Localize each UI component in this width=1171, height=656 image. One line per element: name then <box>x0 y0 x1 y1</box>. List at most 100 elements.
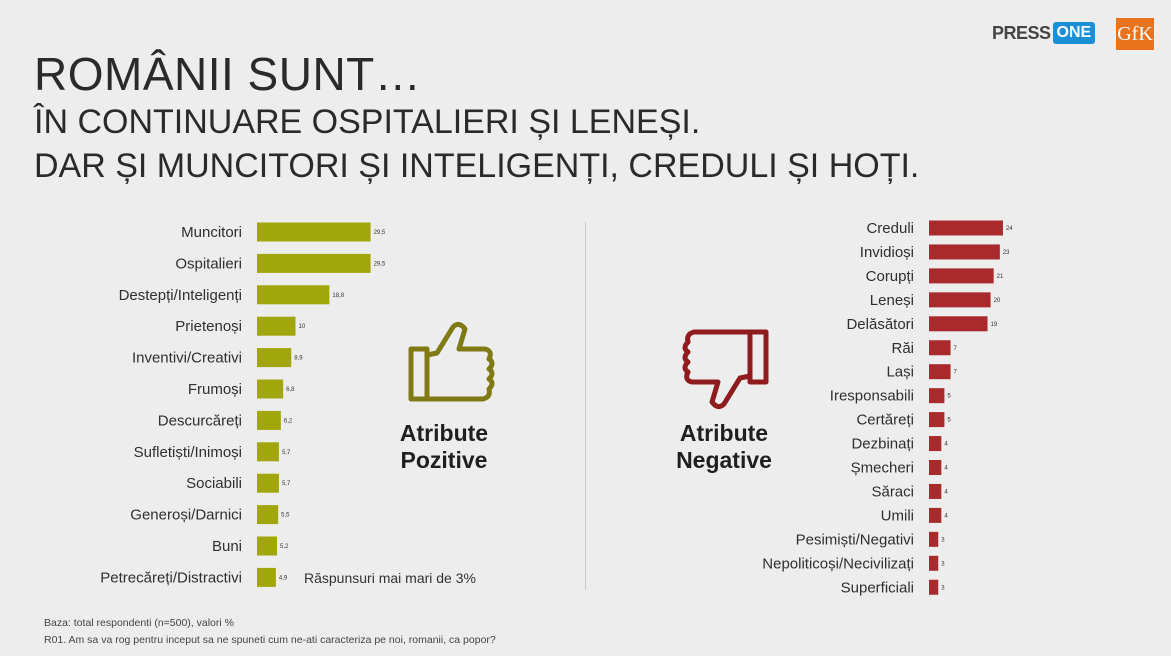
category-label: Descurcăreți <box>158 412 242 429</box>
value-label: 5,7 <box>282 481 291 487</box>
bar <box>929 316 988 332</box>
title-block: ROMÂNII SUNT… ÎN CONTINUARE OSPITALIERI … <box>34 48 919 188</box>
bar <box>929 483 942 499</box>
category-label: Prietenoși <box>175 318 242 335</box>
bar <box>257 253 371 273</box>
category-label: Delăsători <box>846 316 914 333</box>
value-label: 20 <box>994 298 1001 304</box>
bar <box>929 268 994 284</box>
positive-attributes-chart: Muncitori 29,5 Ospitalieri 29,5 Destepți/Int… <box>100 222 386 587</box>
value-label: 3 <box>941 537 945 543</box>
value-label: 4 <box>944 466 948 472</box>
value-label: 7 <box>954 346 958 352</box>
bar <box>929 292 991 308</box>
bar <box>929 364 951 380</box>
category-label: Leneși <box>870 292 914 309</box>
category-label: Umili <box>881 507 914 524</box>
category-label: Invidioși <box>860 244 914 261</box>
bar <box>929 388 945 404</box>
value-label: 5,5 <box>281 513 290 519</box>
category-label: Iresponsabili <box>830 388 914 405</box>
value-label: 8,9 <box>294 356 303 362</box>
page-title: ROMÂNII SUNT… <box>34 48 422 100</box>
value-label: 10 <box>299 324 306 330</box>
bar <box>929 460 942 475</box>
value-label: 7 <box>954 370 958 376</box>
category-label: Inventivi/Creativi <box>132 350 242 367</box>
category-label: Pesimiști/Negativi <box>796 531 914 548</box>
value-label: 6,2 <box>284 418 293 424</box>
value-label: 3 <box>941 561 945 567</box>
value-label: 5,7 <box>282 450 291 456</box>
divider <box>585 222 586 590</box>
pressone-logo-one: ONE <box>1052 22 1096 44</box>
bar <box>257 567 276 587</box>
positive-badge-line2: Pozitive <box>400 447 488 473</box>
bar <box>257 316 296 336</box>
bar <box>929 507 942 523</box>
pressone-logo: PRESS ONE <box>992 20 1096 46</box>
bar <box>929 555 939 571</box>
category-label: Superficiali <box>841 579 914 596</box>
category-label: Lași <box>886 364 914 381</box>
bar <box>257 505 279 525</box>
bar <box>929 579 939 595</box>
value-label: 5 <box>947 418 951 424</box>
bar <box>257 410 281 430</box>
category-label: Buni <box>212 538 242 555</box>
page-subtitle-2: DAR ȘI MUNCITORI ȘI INTELIGENȚI, CREDULI… <box>34 147 920 185</box>
category-label: Muncitori <box>181 224 242 241</box>
category-label: Creduli <box>866 220 914 237</box>
category-label: Corupți <box>866 268 914 285</box>
category-label: Răi <box>891 340 914 357</box>
negative-badge-label: Atribute Negative <box>665 420 783 474</box>
page-subtitle-1: ÎN CONTINUARE OSPITALIERI ȘI LENEȘI. <box>34 103 701 141</box>
category-label: Petrecăreți/Distractivi <box>100 569 242 586</box>
bar <box>929 340 951 356</box>
category-label: Destepți/Inteligenți <box>119 287 242 304</box>
category-label: Generoși/Darnici <box>130 507 242 524</box>
category-label: Sociabili <box>186 475 242 492</box>
negative-badge-line2: Negative <box>676 447 772 473</box>
value-label: 4 <box>944 489 948 495</box>
bar <box>257 222 371 242</box>
bar <box>929 412 945 428</box>
category-label: Șmecheri <box>851 460 914 477</box>
category-label: Certăreți <box>856 412 914 429</box>
value-label: 5,2 <box>280 544 289 550</box>
category-label: Nepoliticoși/Necivilizați <box>762 555 914 572</box>
bar <box>257 473 279 493</box>
value-label: 18,8 <box>332 293 344 299</box>
value-label: 19 <box>991 322 998 328</box>
negative-attributes-chart: Creduli 24 Invidioși 23 Corupți 21 Leneși 20 Del… <box>762 220 1013 596</box>
value-label: 4 <box>944 442 948 448</box>
value-label: 29,5 <box>374 230 386 236</box>
negative-badge-line1: Atribute <box>679 420 769 446</box>
pressone-logo-press: PRESS <box>992 22 1051 43</box>
bar <box>257 536 278 556</box>
category-label: Frumoși <box>188 381 242 398</box>
value-label: 21 <box>997 274 1004 280</box>
category-label: Săraci <box>871 483 914 500</box>
positive-badge-label: Atribute Pozitive <box>388 420 500 474</box>
category-label: Sufletiști/Inimoși <box>134 444 242 461</box>
footer-question: R01. Am sa va rog pentru inceput sa ne s… <box>44 634 496 646</box>
footer-base: Baza: total respondenti (n=500), valori … <box>44 617 234 629</box>
bar <box>257 379 284 399</box>
value-label: 23 <box>1003 250 1010 256</box>
category-label: Dezbinați <box>851 436 914 453</box>
bar <box>257 285 330 305</box>
value-label: 24 <box>1006 226 1013 232</box>
thumbs-up-icon <box>408 321 495 402</box>
gfk-logo: GfK <box>1116 18 1154 50</box>
bar <box>929 436 942 452</box>
bar <box>929 244 1000 260</box>
category-label: Ospitalieri <box>175 255 242 272</box>
value-label: 4,9 <box>279 575 288 581</box>
value-label: 6,8 <box>286 387 295 393</box>
value-label: 4 <box>944 513 948 519</box>
value-label: 5 <box>947 394 951 400</box>
value-label: 3 <box>941 585 945 591</box>
value-label: 29,5 <box>374 261 386 267</box>
